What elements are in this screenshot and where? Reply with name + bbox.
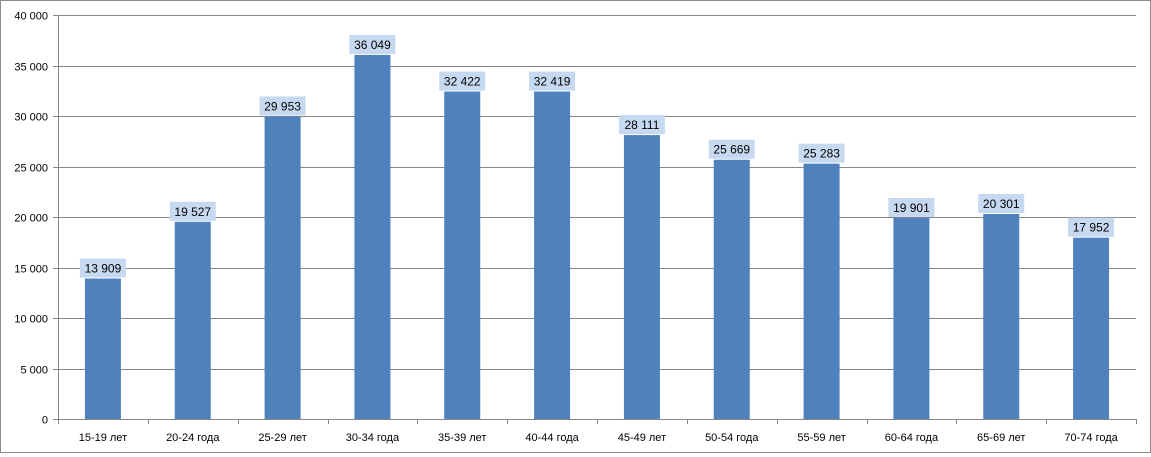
y-tick-label: 5 000: [20, 365, 48, 377]
data-label-background: [349, 34, 396, 54]
bar: [534, 91, 571, 419]
x-tick-label: 25-29 лет: [258, 432, 306, 444]
data-label: 28 111: [624, 118, 659, 132]
data-label: 19 527: [174, 205, 211, 219]
x-tick-label: 50-54 года: [705, 432, 759, 444]
y-tick-label: 25 000: [14, 163, 48, 175]
data-label: 32 419: [534, 75, 571, 89]
data-label: 20 301: [983, 197, 1020, 211]
y-tick-label: 35 000: [14, 62, 48, 74]
data-label-background: [259, 96, 306, 116]
x-tick-label: 60-64 года: [885, 432, 939, 444]
x-tick-label: 40-44 года: [525, 432, 579, 444]
data-label: 36 049: [354, 38, 391, 52]
bar: [1073, 237, 1110, 419]
bar: [444, 91, 481, 419]
bar: [893, 217, 930, 419]
bars: [84, 54, 1110, 420]
bar: [713, 159, 750, 419]
data-label-background: [978, 193, 1025, 213]
bar: [623, 135, 660, 419]
x-tick-label: 15-19 лет: [79, 432, 127, 444]
data-label-background: [79, 258, 126, 278]
y-tick-label: 20 000: [14, 213, 48, 225]
data-label: 25 669: [713, 143, 750, 157]
bar: [803, 163, 840, 419]
bar: [983, 213, 1020, 419]
data-label-background: [708, 139, 755, 159]
y-tick-label: 40 000: [14, 11, 48, 23]
x-tick-label: 45-49 лет: [618, 432, 666, 444]
data-label-background: [529, 71, 576, 91]
data-label: 13 909: [85, 262, 122, 276]
y-tick-label: 0: [42, 415, 48, 427]
bar: [174, 221, 211, 419]
data-label: 32 422: [444, 75, 481, 89]
axes: 0 5 000 10 000 15 000 20 000 25 000 30 000 35 0…: [14, 11, 1137, 444]
data-labels: 13 909 19 527 29 953 36 049 32 422 32 419 28 1…: [79, 34, 1115, 278]
gridlines: [58, 15, 1136, 370]
data-label-background: [888, 197, 935, 217]
data-label: 25 283: [803, 147, 840, 161]
bar: [84, 278, 121, 419]
bar: [354, 54, 391, 420]
data-label-background: [618, 115, 665, 135]
bar: [264, 116, 301, 419]
data-label: 29 953: [264, 99, 301, 113]
y-tick-label: 15 000: [14, 264, 48, 276]
x-tick-label: 70-74 года: [1064, 432, 1118, 444]
x-tick-label: 55-59 лет: [797, 432, 845, 444]
y-tick-label: 10 000: [14, 314, 48, 326]
data-label: 17 952: [1073, 221, 1110, 235]
x-tick-label: 65-69 лет: [977, 432, 1025, 444]
data-label-background: [798, 143, 845, 163]
data-label: 19 901: [893, 201, 930, 215]
data-label-background: [1068, 217, 1115, 237]
y-tick-label: 30 000: [14, 112, 48, 124]
x-tick-label: 20-24 года: [166, 432, 220, 444]
x-tick-label: 35-39 лет: [438, 432, 486, 444]
data-label-background: [439, 71, 486, 91]
x-tick-label: 30-34 года: [346, 432, 400, 444]
data-label-background: [169, 201, 216, 221]
